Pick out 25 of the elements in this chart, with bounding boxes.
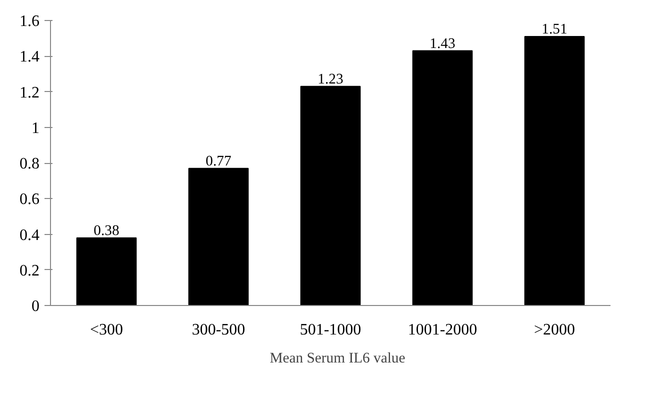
x-tick-label: <300: [90, 322, 124, 338]
bar: [188, 168, 249, 306]
y-tick-label: 0.6: [20, 191, 40, 208]
x-tick-label: 1001-2000: [408, 322, 478, 338]
data-label: 0.77: [206, 153, 232, 170]
y-tick-label: 0.4: [20, 226, 40, 244]
x-tick-label: >2000: [534, 322, 576, 338]
x-tick-label: 300-500: [192, 322, 246, 338]
y-tick-label: 1.6: [20, 13, 40, 30]
bar: [524, 36, 585, 306]
bar: [412, 50, 473, 306]
y-tick-label: 1: [32, 120, 40, 137]
x-tick-label: 501-1000: [300, 322, 362, 338]
data-label: 0.38: [94, 222, 120, 239]
data-label: 1.43: [430, 36, 456, 52]
y-tick-label: 1.4: [20, 48, 40, 66]
data-label: 1.51: [542, 22, 568, 38]
y-tick-label: 1.2: [20, 84, 40, 102]
y-tick-label: 0: [32, 298, 40, 315]
y-tick-label: 0.8: [20, 156, 40, 172]
text: Mean Serum IL6 value: [270, 350, 406, 368]
data-label: 1.23: [318, 71, 344, 88]
y-tick-label: 0.2: [20, 262, 40, 280]
bar: [300, 86, 361, 306]
bar: [76, 237, 137, 306]
